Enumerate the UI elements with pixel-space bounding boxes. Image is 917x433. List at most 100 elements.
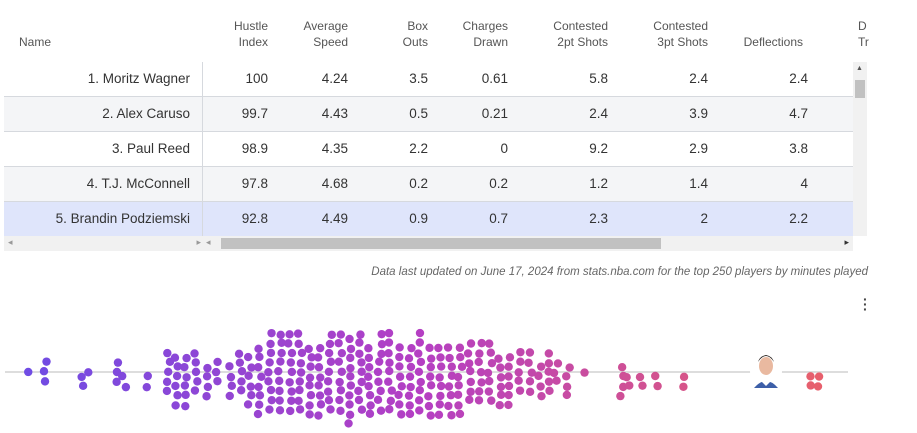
player-dot[interactable] <box>376 386 385 396</box>
player-dot[interactable] <box>162 377 172 387</box>
player-dot[interactable] <box>334 357 344 366</box>
player-name[interactable]: 1. Moritz Wagner <box>87 71 190 86</box>
player-dot[interactable] <box>356 330 365 339</box>
player-dot[interactable] <box>305 410 314 419</box>
header-name[interactable]: Name <box>19 35 52 49</box>
player-dot[interactable] <box>336 330 346 339</box>
player-dot[interactable] <box>364 344 373 353</box>
player-dot[interactable] <box>237 377 246 386</box>
player-dot[interactable] <box>504 390 513 400</box>
player-dot[interactable] <box>346 363 355 373</box>
player-dot[interactable] <box>253 409 263 419</box>
player-dot[interactable] <box>476 367 486 377</box>
player-dot[interactable] <box>475 349 484 358</box>
player-dot[interactable] <box>394 390 403 400</box>
player-dot[interactable] <box>454 401 463 410</box>
player-dot[interactable] <box>495 400 504 410</box>
player-dot[interactable] <box>285 378 294 387</box>
player-dot[interactable] <box>385 366 394 376</box>
player-dot[interactable] <box>190 386 200 395</box>
player-dot[interactable] <box>496 373 506 382</box>
player-dot[interactable] <box>357 405 367 414</box>
player-dot[interactable] <box>254 363 263 372</box>
player-dot[interactable] <box>415 338 425 347</box>
player-dot[interactable] <box>466 377 475 387</box>
player-dot[interactable] <box>486 348 496 357</box>
scroll-left-arrow-icon[interactable]: ◂ <box>8 237 13 247</box>
player-dot[interactable] <box>173 362 182 371</box>
player-dot[interactable] <box>562 390 572 400</box>
player-dot[interactable] <box>536 362 546 371</box>
player-dot[interactable] <box>276 357 285 366</box>
player-dot[interactable] <box>625 381 634 390</box>
name-column-hscrollbar[interactable]: ◂ ▸ <box>4 236 203 251</box>
player-dot[interactable] <box>314 381 323 390</box>
player-dot[interactable] <box>483 368 493 378</box>
player-dot[interactable] <box>314 411 323 420</box>
player-dot[interactable] <box>534 371 543 381</box>
player-dot[interactable] <box>365 363 374 372</box>
player-dot[interactable] <box>415 328 425 338</box>
player-dot[interactable] <box>679 372 689 382</box>
player-dot[interactable] <box>296 359 306 368</box>
player-dot[interactable] <box>295 405 305 414</box>
player-dot[interactable] <box>453 372 463 382</box>
player-dot[interactable] <box>635 372 645 382</box>
player-dot[interactable] <box>515 386 525 395</box>
player-dot[interactable] <box>364 381 373 391</box>
scroll-right-arrow-icon[interactable]: ▸ <box>196 237 201 247</box>
player-dot[interactable] <box>324 395 334 405</box>
player-dot[interactable] <box>364 372 373 382</box>
header-deflections[interactable]: Deflections <box>743 35 803 49</box>
player-dot[interactable] <box>336 386 346 395</box>
player-dot[interactable] <box>446 391 456 400</box>
player-avatar-highlight[interactable] <box>750 355 782 388</box>
player-dot[interactable] <box>504 372 513 381</box>
player-dot[interactable] <box>425 372 435 381</box>
player-dot[interactable] <box>445 353 454 363</box>
player-dot[interactable] <box>307 353 316 362</box>
player-dot[interactable] <box>455 343 465 352</box>
player-dot[interactable] <box>191 358 200 367</box>
player-dot[interactable] <box>225 362 234 371</box>
player-dot[interactable] <box>254 344 263 354</box>
player-dot[interactable] <box>254 400 264 409</box>
player-dot[interactable] <box>142 382 151 392</box>
player-dot[interactable] <box>622 373 631 382</box>
player-dot[interactable] <box>544 377 554 386</box>
player-dot[interactable] <box>416 357 426 367</box>
player-dot[interactable] <box>436 353 445 362</box>
player-dot[interactable] <box>345 391 354 400</box>
header-contested-2pt[interactable]: Contested 2pt Shots <box>553 19 608 49</box>
player-dot[interactable] <box>354 386 363 396</box>
player-dot[interactable] <box>193 377 202 386</box>
player-dot[interactable] <box>447 411 456 420</box>
player-dot[interactable] <box>496 390 506 400</box>
player-dot[interactable] <box>813 382 823 391</box>
player-dot[interactable] <box>397 410 406 419</box>
player-dot[interactable] <box>244 371 253 380</box>
player-dot[interactable] <box>514 368 523 377</box>
player-dot[interactable] <box>344 419 353 428</box>
player-dot[interactable] <box>316 373 325 382</box>
player-dot[interactable] <box>264 377 273 386</box>
player-dot[interactable] <box>227 381 237 390</box>
player-dot[interactable] <box>377 329 386 339</box>
player-dot[interactable] <box>525 387 535 397</box>
player-dot[interactable] <box>323 387 333 396</box>
player-dot[interactable] <box>121 382 131 392</box>
player-dot[interactable] <box>552 376 561 385</box>
player-dot[interactable] <box>254 382 263 392</box>
player-dot[interactable] <box>181 390 190 400</box>
player-dot[interactable] <box>305 381 314 390</box>
player-dot[interactable] <box>203 363 212 373</box>
player-dot[interactable] <box>544 349 554 358</box>
player-dot[interactable] <box>385 358 394 367</box>
player-dot[interactable] <box>172 371 182 381</box>
player-dot[interactable] <box>357 377 366 387</box>
player-dot[interactable] <box>243 352 253 362</box>
player-dot[interactable] <box>651 371 660 381</box>
more-options-icon[interactable]: · · · <box>863 291 868 317</box>
player-dot[interactable] <box>257 372 266 382</box>
player-dot[interactable] <box>395 343 404 352</box>
